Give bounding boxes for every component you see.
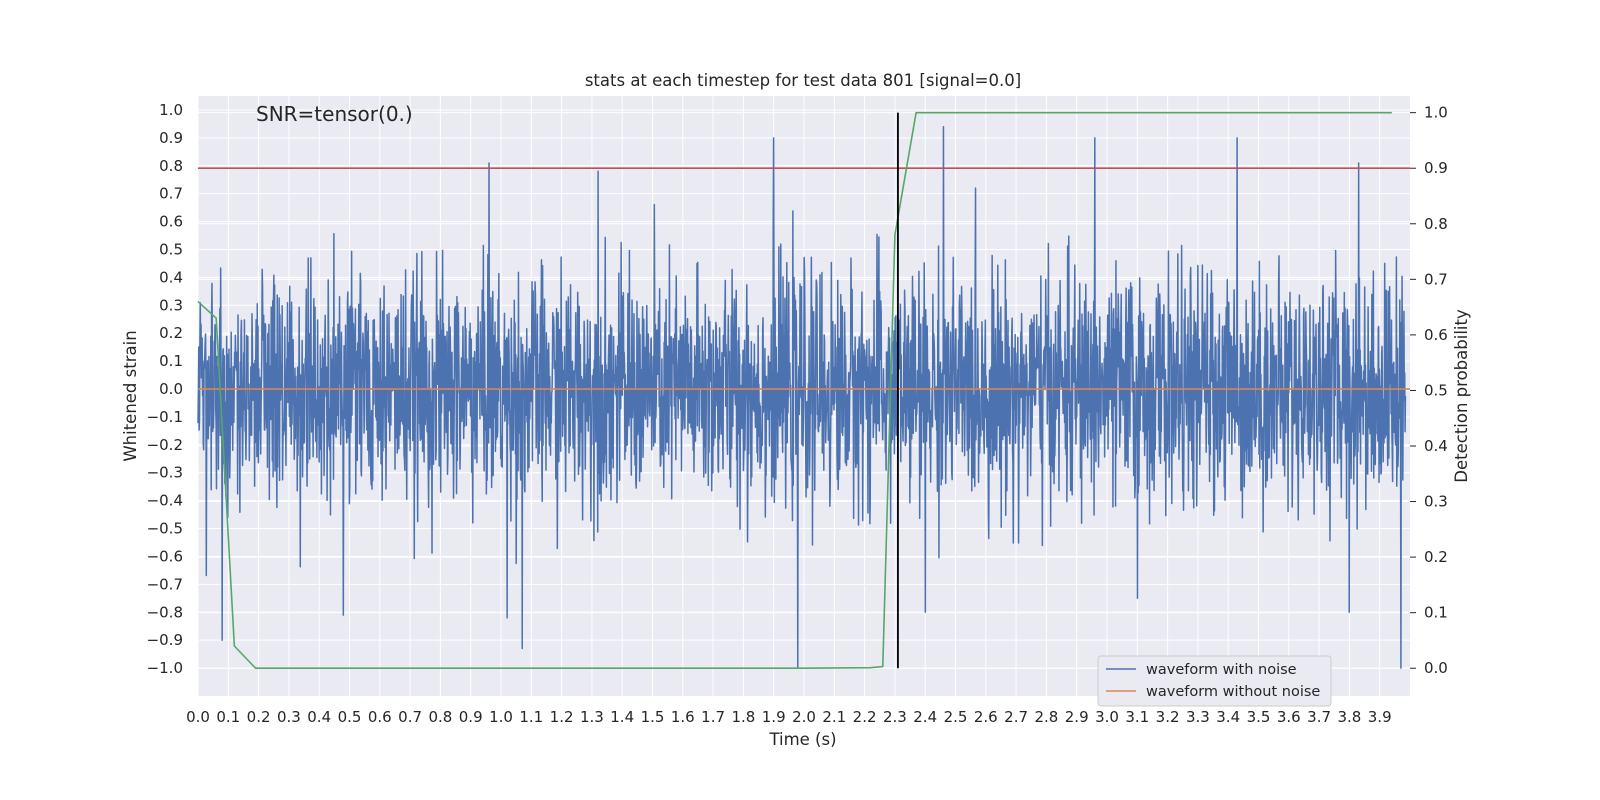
y-tick-label: 0.2 bbox=[159, 324, 183, 342]
x-tick-label: 2.0 bbox=[792, 708, 816, 726]
x-tick-label: 2.3 bbox=[883, 708, 907, 726]
chart-title: stats at each timestep for test data 801… bbox=[585, 71, 1021, 90]
x-tick-label: 2.9 bbox=[1065, 708, 1089, 726]
y2-tick-label: 0.8 bbox=[1424, 215, 1448, 233]
y-tick-label: 0.7 bbox=[159, 185, 183, 203]
x-tick-label: 2.1 bbox=[822, 708, 846, 726]
x-tick-label: 0.3 bbox=[277, 708, 301, 726]
y-tick-label: −0.3 bbox=[147, 464, 183, 482]
y-tick-label: −0.6 bbox=[147, 547, 183, 565]
x-tick-label: 1.1 bbox=[519, 708, 543, 726]
y2-tick-label: 0.6 bbox=[1424, 326, 1448, 344]
x-tick-label: 1.4 bbox=[610, 708, 634, 726]
y-tick-label: 0.6 bbox=[159, 213, 183, 231]
x-tick-label: 3.9 bbox=[1368, 708, 1392, 726]
y-tick-label: −1.0 bbox=[147, 659, 183, 677]
x-tick-label: 0.7 bbox=[398, 708, 422, 726]
x-tick-label: 3.0 bbox=[1095, 708, 1119, 726]
y-tick-label: 0.0 bbox=[159, 380, 183, 398]
y2-tick-label: 0.1 bbox=[1424, 604, 1448, 622]
y-tick-label: −0.4 bbox=[147, 492, 183, 510]
legend-label-noise: waveform with noise bbox=[1146, 662, 1297, 678]
detection-probability-line bbox=[197, 111, 1392, 670]
x-tick-label: 0.8 bbox=[428, 708, 452, 726]
y-tick-label: −0.7 bbox=[147, 575, 183, 593]
x-axis-label: Time (s) bbox=[768, 730, 836, 749]
y2-tick-label: 0.3 bbox=[1424, 493, 1448, 511]
x-tick-label: 2.5 bbox=[944, 708, 968, 726]
y-tick-label: −0.9 bbox=[147, 631, 183, 649]
y-tick-label: 0.8 bbox=[159, 157, 183, 175]
x-tick-label: 0.2 bbox=[247, 708, 271, 726]
right-y-axis-ticks: 1.0 0.9 0.8 0.7 0.6 0.5 0.4 0.3 0.2 0.1 0.0 bbox=[1410, 104, 1448, 677]
x-tick-label: 3.6 bbox=[1277, 708, 1301, 726]
x-tick-label: 1.5 bbox=[641, 708, 665, 726]
x-tick-label: 0.5 bbox=[338, 708, 362, 726]
y-tick-label: 0.9 bbox=[159, 129, 183, 147]
x-tick-label: 2.8 bbox=[1034, 708, 1058, 726]
snr-annotation: SNR=tensor(0.) bbox=[256, 102, 413, 126]
x-tick-label: 2.4 bbox=[913, 708, 937, 726]
x-tick-label: 1.9 bbox=[762, 708, 786, 726]
x-tick-label: 3.5 bbox=[1247, 708, 1271, 726]
x-tick-label: 3.3 bbox=[1186, 708, 1210, 726]
x-tick-label: 2.7 bbox=[1004, 708, 1028, 726]
x-tick-label: 1.7 bbox=[701, 708, 725, 726]
y-axis-ticks: 1.0 0.9 0.8 0.7 0.6 0.5 0.4 0.3 0.2 0.1 0.0 −0.1 −0.… bbox=[147, 101, 183, 677]
y-axis-label: Whitened strain bbox=[121, 330, 140, 461]
x-tick-label: 0.1 bbox=[216, 708, 240, 726]
y2-tick-label: 0.2 bbox=[1424, 548, 1448, 566]
x-tick-label: 1.8 bbox=[731, 708, 755, 726]
x-tick-label: 3.4 bbox=[1216, 708, 1240, 726]
y-tick-label: −0.8 bbox=[147, 603, 183, 621]
y2-tick-label: 0.5 bbox=[1424, 381, 1448, 399]
y-tick-label: 0.4 bbox=[159, 268, 183, 286]
x-tick-label: 1.2 bbox=[550, 708, 574, 726]
x-tick-label: 2.2 bbox=[853, 708, 877, 726]
legend: waveform with noise waveform without noi… bbox=[1097, 655, 1332, 707]
y2-tick-label: 0.7 bbox=[1424, 270, 1448, 288]
y-tick-label: 0.3 bbox=[159, 296, 183, 314]
x-tick-label: 3.8 bbox=[1337, 708, 1361, 726]
x-tick-label: 1.3 bbox=[580, 708, 604, 726]
y2-tick-label: 0.0 bbox=[1424, 659, 1448, 677]
noisy-waveform-path bbox=[197, 125, 1407, 669]
legend-frame bbox=[1097, 655, 1332, 707]
x-tick-label: 2.6 bbox=[974, 708, 998, 726]
x-tick-label: 3.7 bbox=[1307, 708, 1331, 726]
x-tick-label: 3.1 bbox=[1125, 708, 1149, 726]
noisy-waveform-line bbox=[197, 125, 1407, 669]
x-axis-ticks: 0.0 0.1 0.2 0.3 0.4 0.5 0.6 0.7 0.8 0.9 1.0 1.1 1.2 1… bbox=[186, 708, 1392, 726]
y-tick-label: −0.2 bbox=[147, 436, 183, 454]
y-tick-label: 0.1 bbox=[159, 352, 183, 370]
y-tick-label: −0.1 bbox=[147, 408, 183, 426]
x-tick-label: 0.6 bbox=[368, 708, 392, 726]
series-layer bbox=[197, 111, 1410, 670]
y2-tick-label: 0.9 bbox=[1424, 159, 1448, 177]
y2-tick-label: 0.4 bbox=[1424, 437, 1448, 455]
x-tick-label: 1.6 bbox=[671, 708, 695, 726]
x-tick-label: 1.0 bbox=[489, 708, 513, 726]
y-tick-label: −0.5 bbox=[147, 520, 183, 538]
right-y-axis-label: Detection probability bbox=[1452, 309, 1471, 483]
legend-label-clean: waveform without noise bbox=[1146, 684, 1320, 700]
x-tick-label: 3.2 bbox=[1156, 708, 1180, 726]
x-tick-label: 0.4 bbox=[307, 708, 331, 726]
x-tick-label: 0.9 bbox=[459, 708, 483, 726]
x-tick-label: 0.0 bbox=[186, 708, 210, 726]
y-tick-label: 0.5 bbox=[159, 240, 183, 258]
y-tick-label: 1.0 bbox=[159, 101, 183, 119]
y2-tick-label: 1.0 bbox=[1424, 104, 1448, 122]
